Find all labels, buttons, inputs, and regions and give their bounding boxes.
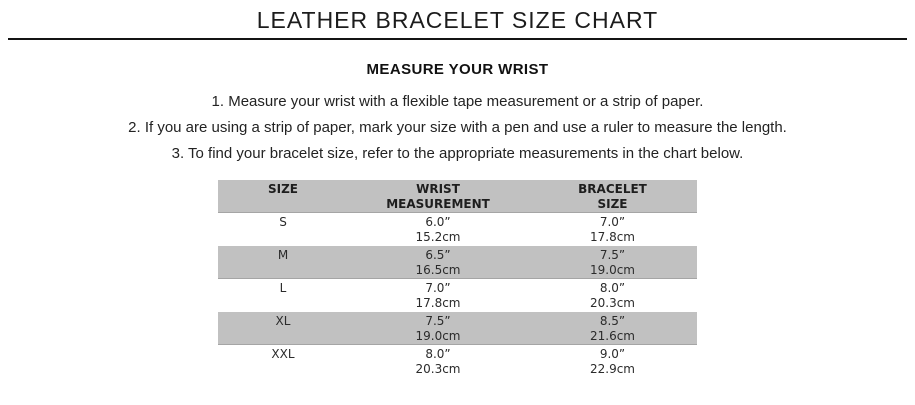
header-wrist-label-line1: WRIST (416, 182, 460, 196)
wrist-measurement-cell: 8.0” 20.3cm (348, 345, 528, 378)
header-cell-size: SIZE (218, 180, 348, 212)
wrist-measurement-cell: 6.5” 16.5cm (348, 246, 528, 278)
size-cell: XXL (218, 345, 348, 378)
size-cell: L (218, 279, 348, 312)
wrist-inches: 6.5” (425, 248, 451, 262)
size-cell: XL (218, 312, 348, 344)
size-chart-table: SIZE WRIST MEASUREMENT BRACELET SIZE S 6… (218, 180, 697, 378)
header-cell-wrist: WRIST MEASUREMENT (348, 180, 528, 212)
instructions-heading: MEASURE YOUR WRIST (366, 61, 549, 78)
bracelet-cm: 20.3cm (589, 296, 635, 310)
size-value: XXL (271, 347, 295, 361)
wrist-cm: 19.0cm (415, 329, 461, 343)
wrist-inches: 7.5” (425, 314, 451, 328)
size-cell: S (218, 213, 348, 246)
header-bracelet-label-line1: BRACELET (578, 182, 647, 196)
instruction-step-2: 2. If you are using a strip of paper, ma… (128, 119, 787, 136)
size-value: S (279, 215, 287, 229)
bracelet-cm: 22.9cm (589, 362, 635, 376)
size-value: XL (275, 314, 291, 328)
wrist-inches: 7.0” (425, 281, 451, 295)
wrist-cm: 20.3cm (415, 362, 461, 376)
instruction-step-3: 3. To find your bracelet size, refer to … (171, 145, 744, 162)
table-row-xxl: XXL 8.0” 20.3cm 9.0” 22.9cm (218, 345, 697, 378)
bracelet-inches: 7.0” (599, 215, 626, 229)
wrist-measurement-cell: 6.0” 15.2cm (348, 213, 528, 246)
header-size-label: SIZE (267, 182, 298, 196)
wrist-cm: 16.5cm (415, 263, 461, 277)
bracelet-size-cell: 7.5” 19.0cm (528, 246, 697, 278)
bracelet-size-cell: 8.5” 21.6cm (528, 312, 697, 344)
wrist-cm: 15.2cm (415, 230, 461, 244)
bracelet-cm: 21.6cm (589, 329, 635, 343)
header-cell-bracelet: BRACELET SIZE (528, 180, 697, 212)
bracelet-cm: 17.8cm (589, 230, 635, 244)
title-divider (8, 38, 907, 40)
table-row-xl: XL 7.5” 19.0cm 8.5” 21.6cm (218, 312, 697, 345)
page-title: LEATHER BRACELET SIZE CHART (256, 7, 659, 33)
size-value: M (277, 248, 289, 262)
wrist-measurement-cell: 7.5” 19.0cm (348, 312, 528, 344)
bracelet-size-cell: 9.0” 22.9cm (528, 345, 697, 378)
bracelet-inches: 9.0” (599, 347, 626, 361)
table-row-l: L 7.0” 17.8cm 8.0” 20.3cm (218, 279, 697, 312)
table-row-m: M 6.5” 16.5cm 7.5” 19.0cm (218, 246, 697, 279)
instructions-section: MEASURE YOUR WRIST 1. Measure your wrist… (0, 61, 915, 167)
bracelet-inches: 8.5” (599, 314, 626, 328)
wrist-inches: 8.0” (425, 347, 451, 361)
header-bracelet-label-line2: SIZE (597, 197, 628, 211)
instruction-step-1: 1. Measure your wrist with a flexible ta… (211, 93, 704, 110)
bracelet-size-cell: 7.0” 17.8cm (528, 213, 697, 246)
size-value: L (279, 281, 287, 295)
size-cell: M (218, 246, 348, 278)
bracelet-cm: 19.0cm (589, 263, 635, 277)
bracelet-inches: 7.5” (599, 248, 626, 262)
wrist-inches: 6.0” (425, 215, 451, 229)
bracelet-size-cell: 8.0” 20.3cm (528, 279, 697, 312)
table-header-row: SIZE WRIST MEASUREMENT BRACELET SIZE (218, 180, 697, 213)
bracelet-inches: 8.0” (599, 281, 626, 295)
wrist-cm: 17.8cm (415, 296, 461, 310)
wrist-measurement-cell: 7.0” 17.8cm (348, 279, 528, 312)
table-row-s: S 6.0” 15.2cm 7.0” 17.8cm (218, 213, 697, 246)
header-wrist-label-line2: MEASUREMENT (386, 197, 490, 211)
